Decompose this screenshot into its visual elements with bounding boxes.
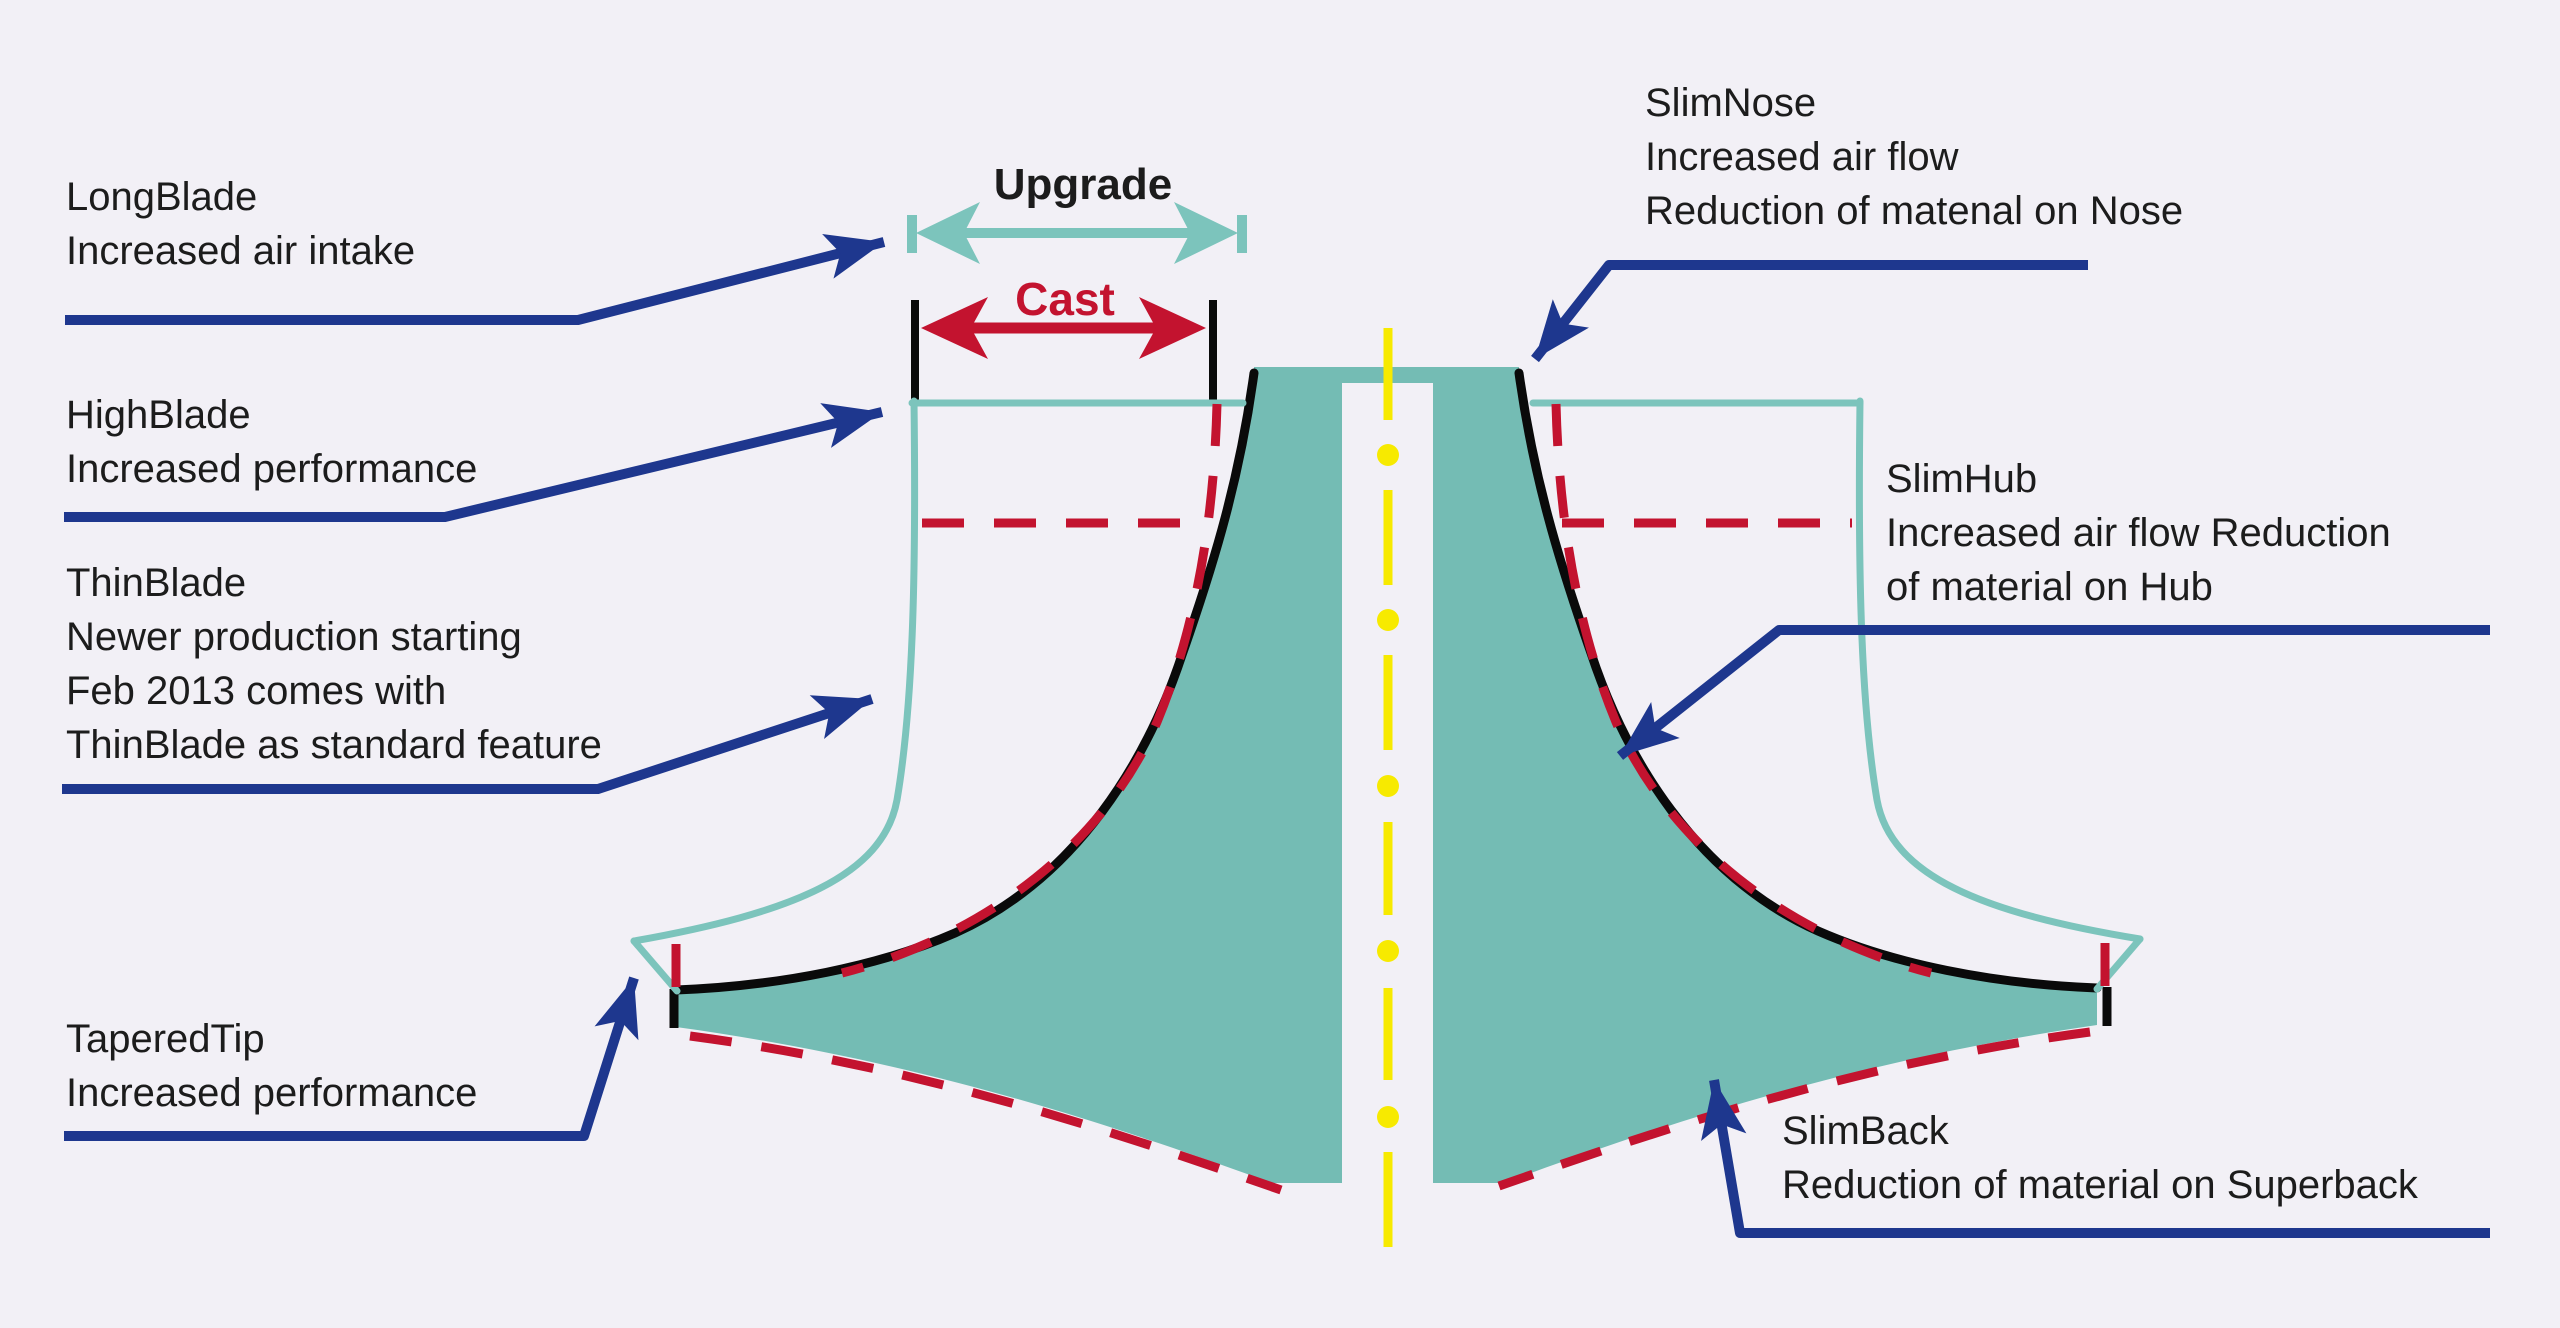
cast-superback-left: [689, 1031, 1283, 1195]
hub-contour-right: [1514, 368, 2102, 993]
thinblade-leader-arrow: [62, 694, 874, 794]
cast-dimension-label: Cast: [1015, 273, 1115, 325]
blade-shroud-right: [1855, 397, 2144, 943]
thinblade-annotation: ThinBlade Newer production starting Feb …: [66, 561, 602, 767]
highblade-annotation: HighBlade Increased performance: [66, 393, 478, 491]
longblade-leader-arrow: [65, 234, 886, 325]
slimback-leader-arrow: [1701, 1079, 2490, 1238]
cast-arrowhead-left: [921, 297, 988, 359]
cast-arrowhead-right: [1139, 297, 1206, 359]
hub-contour-left: [671, 368, 1259, 995]
taperedtip-annotation: TaperedTip Increased performance: [66, 1017, 478, 1115]
upgrade-arrowhead-right: [1174, 202, 1238, 264]
wheel-body-left-half: [676, 373, 1342, 1183]
blade-shroud-left: [630, 397, 919, 945]
slimnose-annotation: SlimNose Increased air flow Reduction of…: [1645, 81, 2184, 233]
taperedtip-leader-arrow: [64, 976, 639, 1141]
cast-superback-right: [1497, 1027, 2091, 1191]
blade-tip-edge-left: [630, 937, 681, 995]
slimhub-leader-arrow: [1616, 625, 2490, 760]
upgrade-dimension-label: Upgrade: [993, 160, 1173, 209]
longblade-annotation: LongBlade Increased air intake: [66, 175, 416, 273]
cast-hub-contour-right: [1551, 403, 1933, 978]
slimback-annotation: SlimBack Reduction of material on Superb…: [1782, 1109, 2418, 1207]
cast-hub-contour-left: [840, 403, 1222, 978]
slimnose-leader-arrow: [1531, 260, 2088, 363]
highblade-leader-arrow: [64, 403, 884, 522]
center-axis: [1377, 328, 1399, 1247]
upgrade-arrowhead-left: [916, 202, 980, 264]
wheel-body-right-half: [1433, 373, 2097, 1183]
slimhub-annotation: SlimHub Increased air flow Reduction of …: [1886, 457, 2391, 609]
